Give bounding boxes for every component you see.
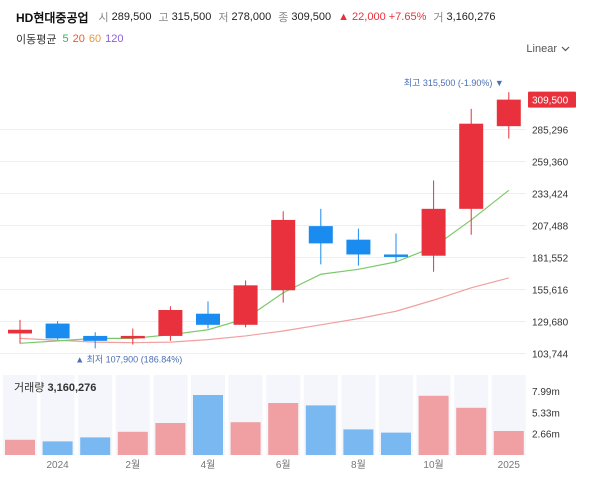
grid-lines [0,128,526,355]
candle-body-2 [83,335,108,341]
x-axis: 2024 2월 4월 6월 8월 10월 2025 [46,459,520,471]
volume-tick-label-0: 2.66m [532,430,560,441]
candle-1 [45,321,70,340]
low-annotation: ▲ 최저 107,900 (186.84%) [75,354,182,364]
candle-7 [271,211,296,303]
y-tick-label-5: 233,424 [532,190,569,201]
volume-tick-label-1: 5.33m [532,408,560,419]
low-value: 278,000 [231,11,272,23]
x-tick-label-2: 4월 [201,459,216,471]
volume-bar-3 [117,431,148,455]
y-tick-label-6: 259,360 [532,157,569,168]
volume-bar-1 [42,441,73,455]
ma20-line [19,277,509,344]
candle-body-8 [308,226,333,244]
y-tick-label-7: 285,296 [532,125,569,136]
x-tick-label-4: 8월 [351,459,366,471]
y-tick-label-3: 181,552 [532,254,569,265]
price-summary-header: HD현대중공업 시 289,500 고 315,500 저 278,000 종 … [16,8,502,26]
low-label: 저 [218,12,229,24]
candle-8 [308,208,333,265]
volume-bar-2 [80,437,111,455]
candle-3 [120,328,145,345]
last-price-badge [528,91,576,108]
moving-average-legend[interactable]: 이동평균 5 20 60 120 [16,31,123,47]
volume-bar-11 [418,395,449,455]
y-tick-label-4: 207,488 [532,222,569,233]
candle-body-12 [459,123,484,209]
y-tick-label-0: 103,744 [532,350,569,361]
volume-title-value: 3,160,276 [47,382,96,394]
open-value: 289,500 [111,11,152,23]
ma-20-period[interactable]: 20 [72,33,85,45]
candle-body-6 [233,285,258,325]
volume-label: 거 [433,12,444,24]
candle-0 [8,319,32,344]
close-label: 종 [278,12,289,24]
x-tick-label-0: 2024 [46,460,69,471]
ma-120-period[interactable]: 120 [105,33,124,45]
high-label: 고 [158,12,169,24]
open-label: 시 [98,12,109,24]
scale-dropdown-label: Linear [526,43,557,55]
scale-dropdown[interactable]: Linear [526,43,570,55]
y-tick-label-1: 129,680 [532,318,569,329]
volume-bar-8 [305,405,336,455]
moving-average-label: 이동평균 [16,34,57,46]
x-tick-label-1: 2월 [125,459,140,471]
candle-5 [196,301,220,329]
ma-60-period[interactable]: 60 [88,33,102,45]
volume-value: 3,160,276 [446,11,496,23]
y-axis: 103,744 129,680 155,616 181,552 207,488 233,4… [528,91,576,361]
volume-axis: 2.66m 5.33m 7.99m [532,387,560,441]
candle-13 [496,92,521,139]
candle-10 [384,233,408,262]
y-tick-label-2: 155,616 [532,286,569,297]
x-tick-label-3: 6월 [276,459,291,471]
high-annotation: 최고 315,500 (-1.90%) ▼ [404,78,504,88]
candle-body-5 [196,313,220,325]
ma-5-period[interactable]: 5 [62,33,69,45]
candle-body-11 [421,208,446,256]
candle-11 [421,180,446,272]
volume-bar-9 [343,429,374,455]
volume-title: 거래량 3,160,276 [14,381,96,394]
chevron-down-icon [561,46,570,52]
candlesticks [8,92,521,349]
candle-body-10 [384,254,408,257]
candle-body-7 [271,219,296,291]
candle-2 [83,332,108,349]
candle-6 [233,280,258,328]
stock-name: HD현대중공업 [16,10,89,25]
candle-body-3 [120,335,145,339]
candle-body-4 [158,310,183,336]
volume-bar-0 [5,439,35,455]
candle-body-13 [496,99,521,127]
annotations: 최고 315,500 (-1.90%) ▼ ▲ 최저 107,900 (186.8… [75,78,504,364]
volume-bar-7 [268,403,299,455]
volume-bar-13 [493,431,524,455]
volume-bar-4 [155,423,186,455]
candle-body-0 [8,329,32,334]
close-value: 309,500 [291,11,332,23]
candle-12 [459,108,484,235]
volume-bar-6 [230,422,261,455]
volume-bars [5,395,524,455]
candle-body-9 [346,239,371,255]
last-price-label: 309,500 [532,96,569,107]
volume-bar-12 [456,407,487,455]
volume-bar-5 [193,395,223,455]
x-tick-label-5: 10월 [423,459,443,471]
high-value: 315,500 [171,11,212,23]
candle-body-1 [45,323,70,339]
volume-tick-label-2: 7.99m [532,387,560,398]
candle-9 [346,228,371,266]
x-tick-label-6: 2025 [498,460,521,471]
change-value: ▲ 22,000 +7.65% [338,11,427,23]
volume-bar-10 [381,432,411,455]
candle-4 [158,306,183,341]
